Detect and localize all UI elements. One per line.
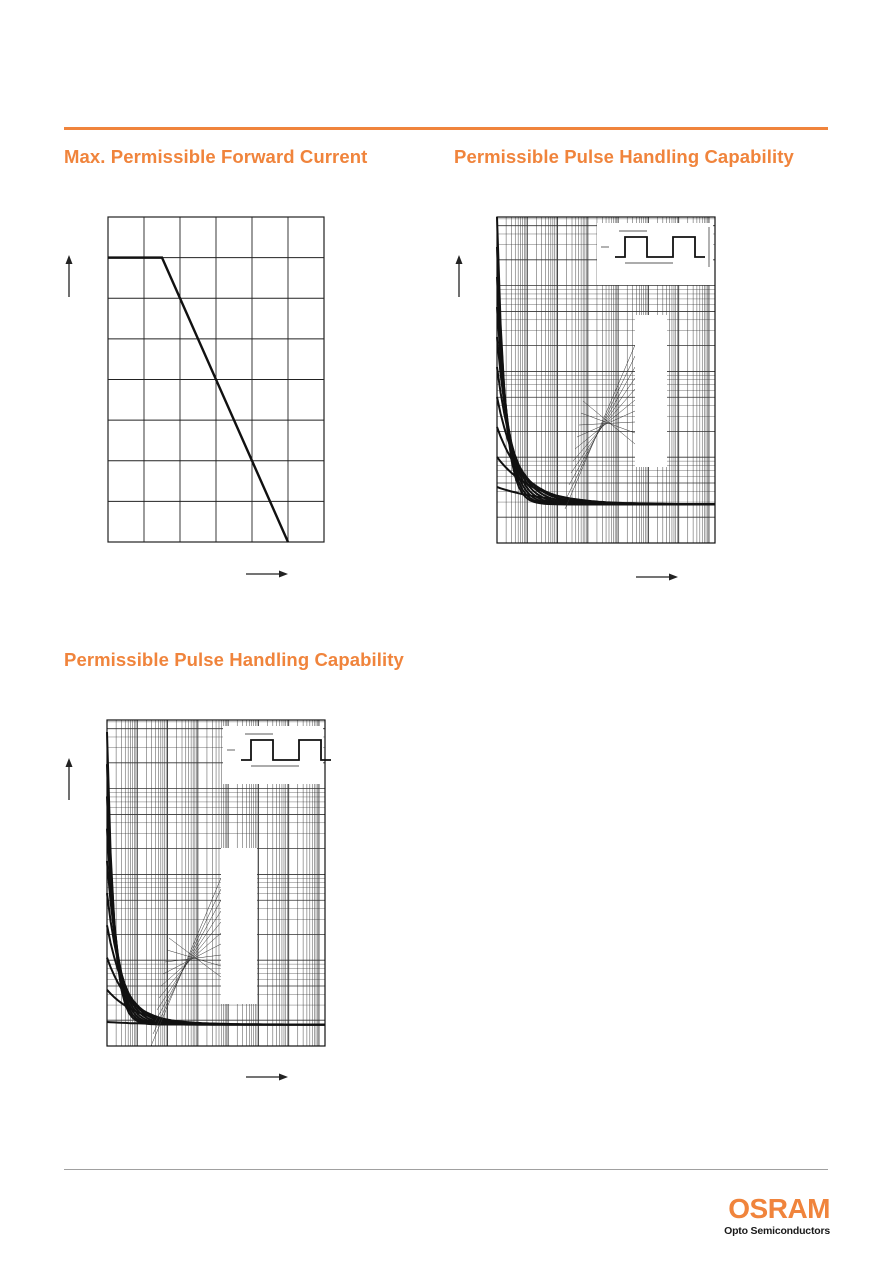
label-leader-line — [168, 937, 222, 978]
pulse-curve — [496, 486, 715, 506]
chart-1-title: Max. Permissible Forward Current — [64, 146, 368, 167]
curve-label-area — [221, 848, 257, 1004]
pulse-waveform-icon — [241, 739, 331, 761]
label-leader-line — [576, 410, 636, 438]
pulse-handling-chart-a — [496, 216, 716, 544]
plot-frame — [496, 216, 716, 544]
x-axis-arrow-icon — [246, 570, 288, 578]
label-leader-line — [162, 943, 222, 975]
logo-subtitle: Opto Semiconductors — [724, 1225, 830, 1237]
pulse-curve — [106, 1021, 325, 1026]
label-leader-line — [578, 421, 636, 426]
chart-2-title: Permissible Pulse Handling Capability — [454, 146, 794, 167]
forward-current-chart — [107, 216, 325, 543]
waveform-inset — [597, 223, 713, 285]
label-leader-line — [164, 954, 222, 963]
label-leader-line — [580, 412, 636, 434]
logo-wordmark: OSRAM — [728, 1193, 830, 1224]
osram-logo: OSRAM Opto Semiconductors — [710, 1193, 830, 1238]
x-axis-arrow-icon — [636, 573, 678, 581]
chart-3-title: Permissible Pulse Handling Capability — [64, 649, 404, 670]
plot-frame — [106, 719, 326, 1047]
footer-rule — [64, 1169, 828, 1170]
header-rule — [64, 127, 828, 130]
label-leader-line — [564, 344, 636, 510]
y-axis-arrow-icon — [455, 255, 463, 297]
curve-label-area — [635, 315, 667, 467]
y-axis-arrow-icon — [65, 255, 73, 297]
label-leader-line — [582, 400, 636, 445]
derating-curve — [108, 256, 290, 543]
pulse-waveform-icon — [615, 236, 705, 258]
y-axis-arrow-icon — [65, 758, 73, 800]
pulse-handling-chart-b — [106, 719, 331, 1047]
label-leader-line — [166, 949, 222, 967]
x-axis-arrow-icon — [246, 1073, 288, 1081]
